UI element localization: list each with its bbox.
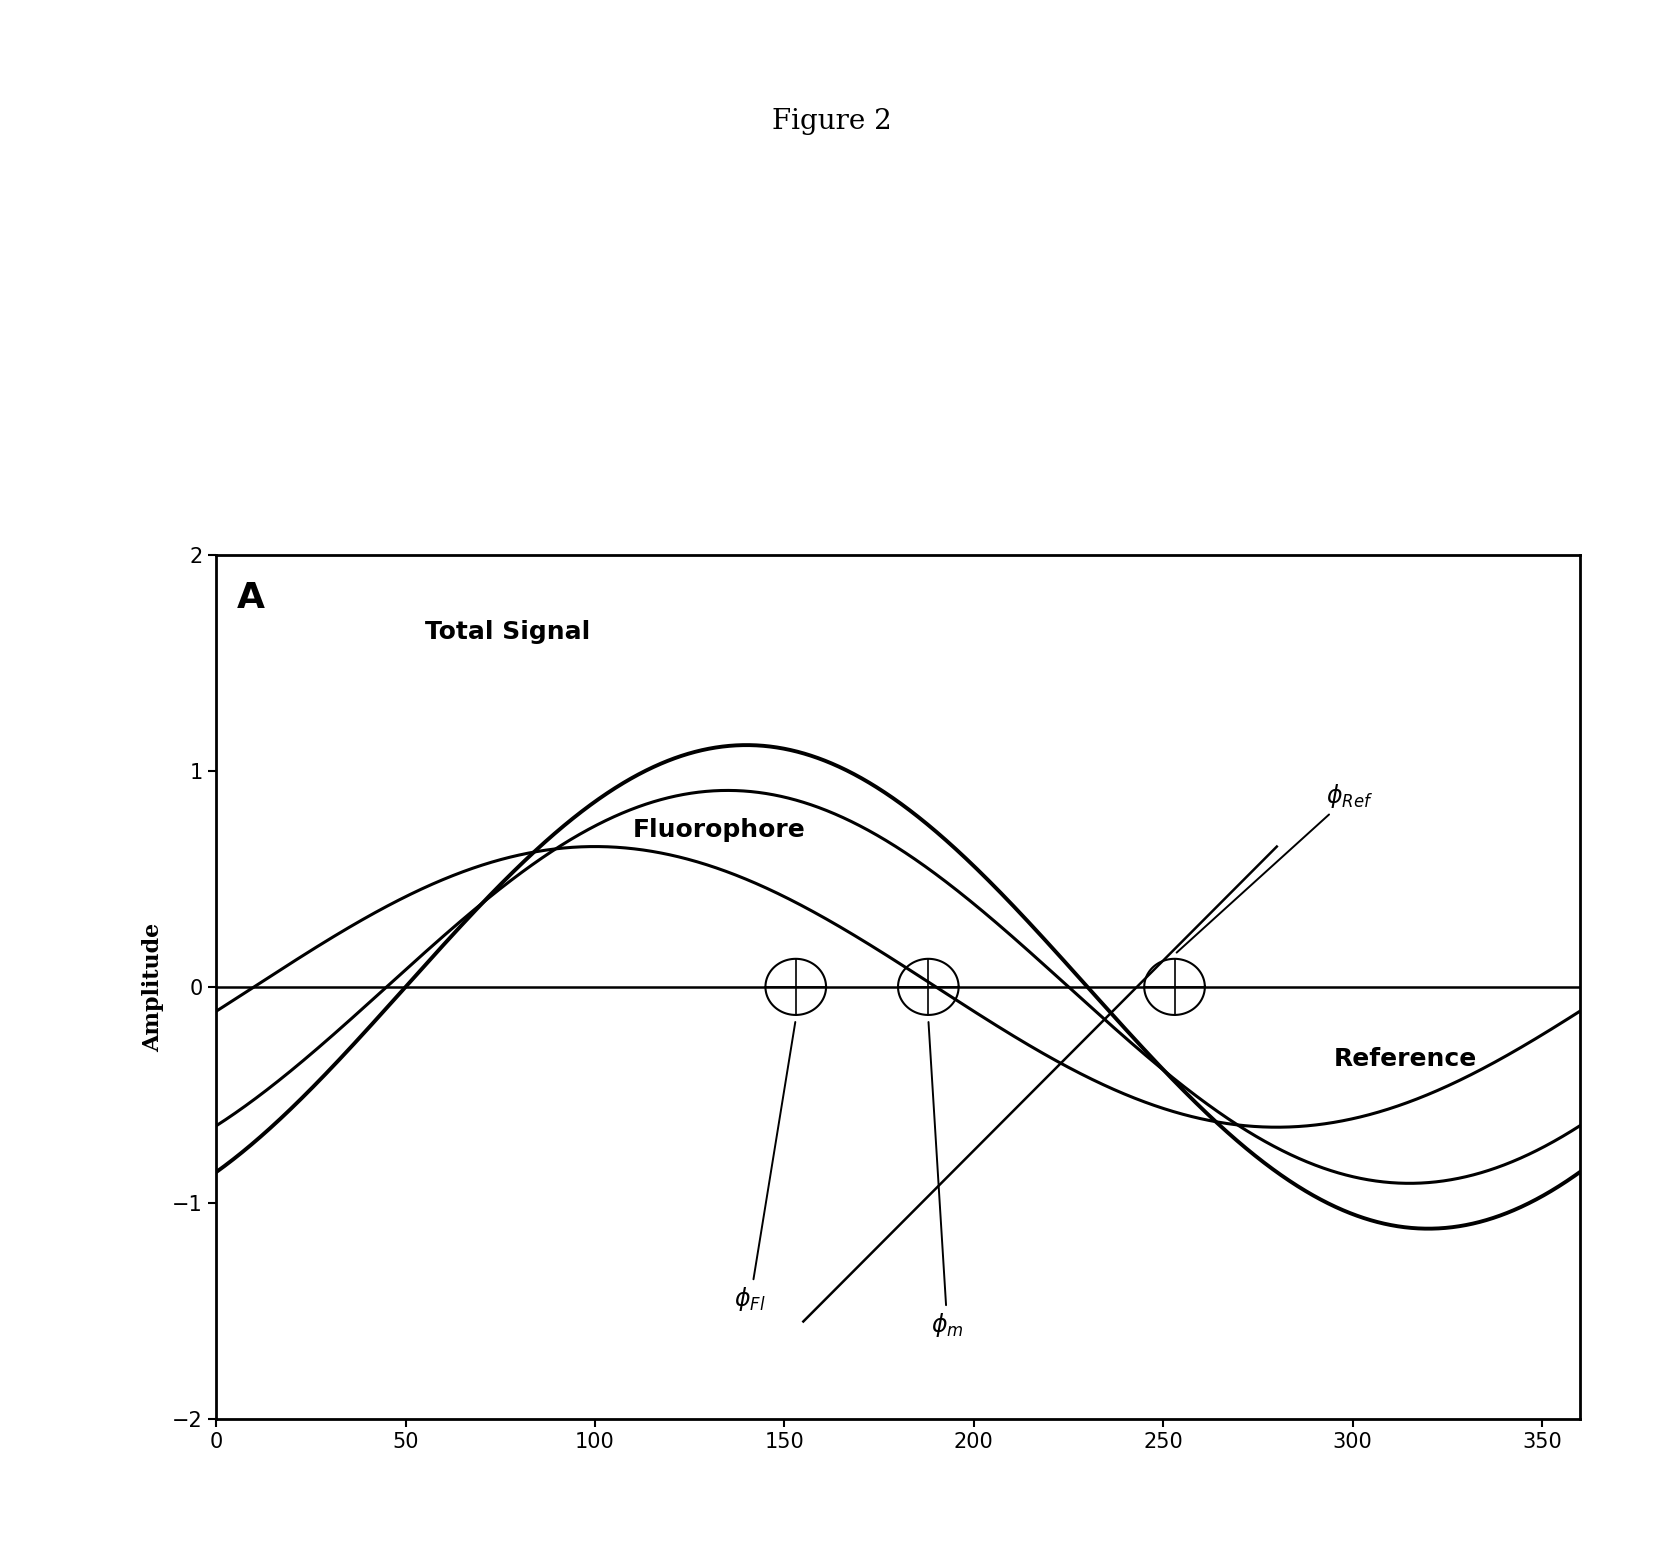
Text: Fluorophore: Fluorophore — [634, 819, 805, 842]
Text: $\phi_{Fl}$: $\phi_{Fl}$ — [735, 1022, 795, 1312]
Text: Reference: Reference — [1334, 1047, 1477, 1072]
Text: Figure 2: Figure 2 — [772, 108, 891, 136]
Text: $\phi_{Ref}$: $\phi_{Ref}$ — [1177, 782, 1374, 953]
Text: $\phi_{m}$: $\phi_{m}$ — [928, 1022, 963, 1338]
Y-axis label: Amplitude: Amplitude — [141, 922, 165, 1052]
Text: A: A — [236, 581, 264, 615]
Text: Total Signal: Total Signal — [424, 620, 590, 645]
